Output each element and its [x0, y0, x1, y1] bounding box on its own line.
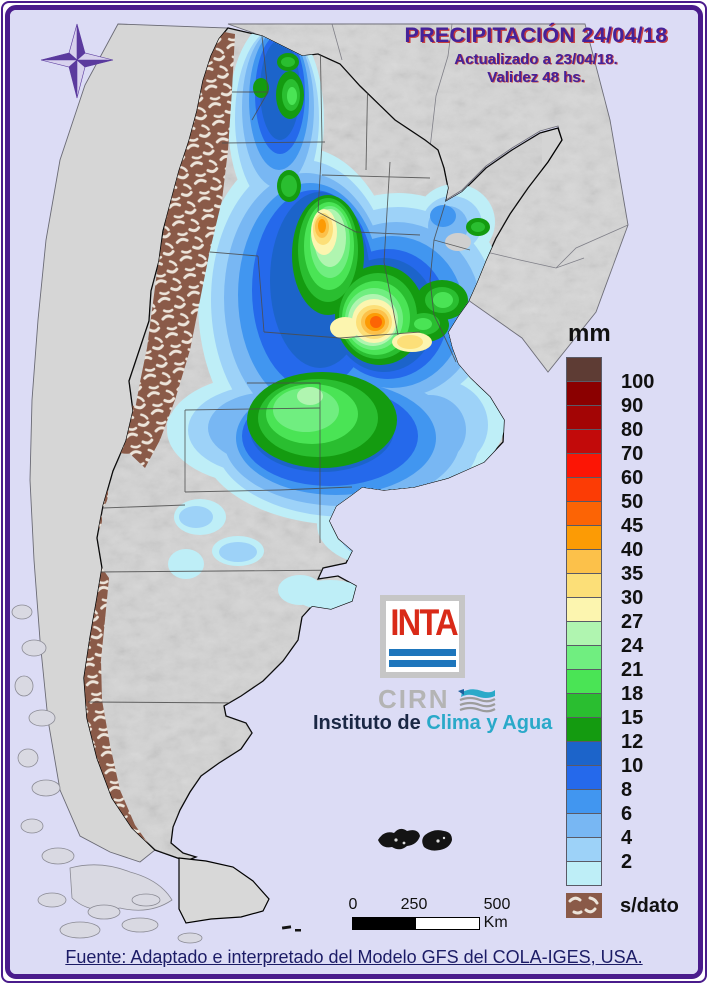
legend-swatch: 12: [566, 717, 643, 752]
precipitation-map: [10, 10, 698, 974]
legend-swatch: 40: [566, 525, 643, 560]
map-frame: PRECIPITACIÓN 24/04/18 Actualizado a 23/…: [5, 5, 703, 979]
scale-bar: 0 250 500 Km: [340, 896, 511, 931]
legend-label: 6: [621, 803, 633, 825]
legend-swatch: 30: [566, 573, 643, 608]
precipitation-legend: mm 100 90 80 70 60 50 45 40 35 30 27 24 21 18 15 12 10 8 6…: [566, 320, 679, 918]
legend-swatch: 45: [566, 501, 643, 536]
scale-tick-500: 500 Km: [483, 896, 511, 931]
legend-label: 80: [621, 419, 644, 441]
legend-swatch: 24: [566, 621, 643, 656]
cirn-wordmark: CIRN: [378, 684, 450, 714]
legend-swatch: 18: [566, 669, 643, 704]
header: PRECIPITACIÓN 24/04/18 Actualizado a 23/…: [386, 23, 686, 86]
legend-swatch: 80: [566, 405, 643, 440]
updated-label: Actualizado a 23/04/18.: [454, 51, 618, 68]
legend-swatch: 10: [566, 741, 643, 776]
legend-label: 50: [621, 491, 644, 513]
precipitation-layers: [167, 28, 508, 610]
legend-label: 24: [621, 635, 644, 657]
legend-label: 10: [621, 755, 644, 777]
legend-swatch: 35: [566, 549, 643, 584]
institute-highlight: Clima y Agua: [426, 712, 553, 734]
no-data-label: s/dato: [620, 895, 679, 917]
legend-swatch: 70: [566, 429, 643, 464]
inta-wordmark: INTA: [390, 602, 458, 643]
dry-patch: [445, 233, 471, 251]
legend-label: 35: [621, 563, 644, 585]
province-boundaries: [87, 29, 471, 704]
source-attribution: Fuente: Adaptado e interpretado del Mode…: [65, 947, 643, 967]
institute-name: Instituto de Clima y Agua: [313, 712, 552, 735]
legend-swatch: 8: [566, 765, 632, 800]
scale-bar-fill: [353, 918, 416, 929]
legend-swatch: 15: [566, 693, 643, 728]
legend-no-data-row: s/dato: [566, 893, 679, 918]
falkland-islands: [281, 828, 452, 932]
legend-unit-label: mm: [568, 320, 611, 347]
legend-swatch: 90: [566, 381, 643, 416]
legend-label: 45: [621, 515, 644, 537]
legend-swatch: 4: [566, 813, 632, 848]
inta-bar-icon: [389, 649, 456, 656]
legend-label: 4: [621, 827, 633, 849]
legend-swatch: 100: [566, 357, 654, 392]
legend-label: 2: [621, 851, 633, 873]
legend-swatch: [566, 861, 602, 886]
institute-prefix: Instituto de: [313, 712, 427, 734]
scale-tick-0: 0: [348, 896, 358, 913]
legend-swatch: 50: [566, 477, 643, 512]
page-title: PRECIPITACIÓN 24/04/18: [404, 23, 668, 47]
legend-label: 18: [621, 683, 644, 705]
no-data-swatch: [566, 893, 602, 918]
legend-swatch: 2: [566, 837, 632, 872]
legend-swatch: 27: [566, 597, 643, 632]
legend-label: 60: [621, 467, 644, 489]
cirn-flag-icon: [457, 688, 496, 712]
legend-label: 8: [621, 779, 633, 801]
scale-bar-graphic: [352, 917, 480, 930]
legend-swatch: 6: [566, 789, 632, 824]
legend-label: 21: [621, 659, 644, 681]
chilean-islands: [11, 604, 203, 944]
inta-logo: INTA: [380, 595, 465, 678]
scale-tick-250: 250: [400, 896, 428, 913]
legend-label: 15: [621, 707, 644, 729]
legend-swatches: 100 90 80 70 60 50 45 40 35 30 27 24 21 18 15 12 10 8 6 4 2: [566, 357, 654, 886]
tierra-del-fuego: [178, 857, 270, 924]
inta-bar-icon: [389, 660, 456, 667]
legend-label: 40: [621, 539, 644, 561]
legend-label: 70: [621, 443, 644, 465]
legend-swatch: 60: [566, 453, 643, 488]
legend-swatch: 21: [566, 645, 643, 680]
legend-label: 100: [621, 371, 655, 393]
compass-rose-icon: [40, 23, 114, 99]
cirn-logo: CIRN: [378, 684, 496, 715]
legend-label: 30: [621, 587, 644, 609]
validity-label: Validez 48 hs.: [487, 69, 585, 86]
legend-label: 27: [621, 611, 644, 633]
legend-label: 90: [621, 395, 644, 417]
legend-label: 12: [621, 731, 644, 753]
inta-logo-inner: INTA: [386, 601, 459, 672]
